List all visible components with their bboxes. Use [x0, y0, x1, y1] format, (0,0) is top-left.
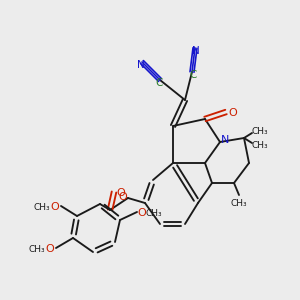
Text: O: O	[118, 192, 127, 202]
Text: O: O	[117, 188, 125, 198]
Text: O: O	[46, 244, 54, 254]
Text: O: O	[229, 108, 237, 118]
Text: O: O	[138, 208, 146, 218]
Text: CH₃: CH₃	[252, 128, 268, 136]
Text: C: C	[189, 70, 197, 80]
Text: O: O	[51, 202, 59, 212]
Text: N: N	[137, 60, 145, 70]
Text: CH₃: CH₃	[252, 140, 268, 149]
Text: CH₃: CH₃	[34, 202, 50, 211]
Text: CH₃: CH₃	[146, 208, 162, 217]
Text: CH₃: CH₃	[29, 244, 45, 253]
Text: N: N	[192, 46, 200, 56]
Text: C: C	[155, 78, 163, 88]
Text: CH₃: CH₃	[231, 199, 247, 208]
Text: N: N	[221, 135, 229, 145]
